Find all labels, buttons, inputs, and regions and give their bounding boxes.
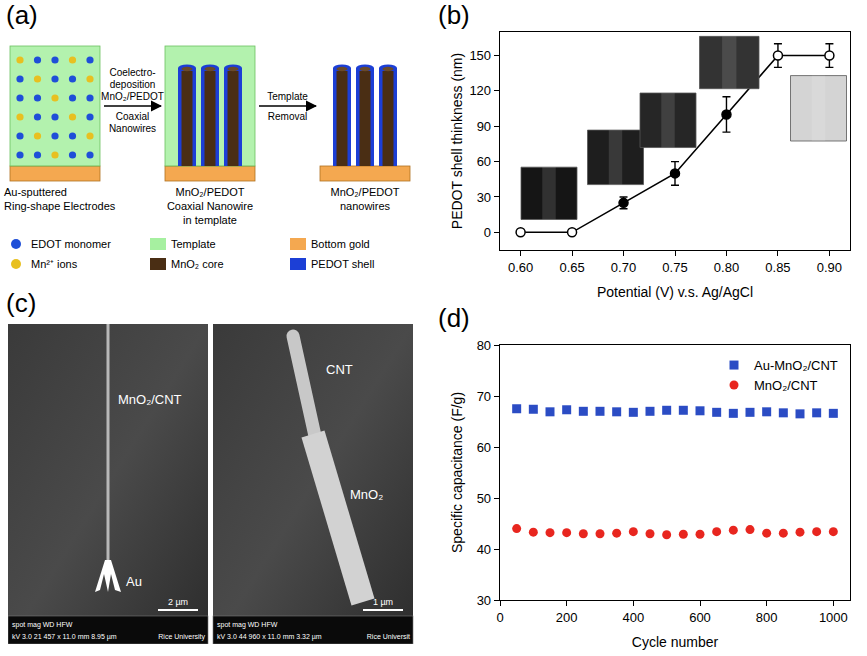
svg-text:kV 3.0 44 960 x 11.0 mm 3.3: kV 3.0 44 960 x 11.0 mm 3.32 µm <box>217 633 322 641</box>
svg-text:EDOT monomer: EDOT monomer <box>31 238 111 250</box>
svg-text:0.70: 0.70 <box>611 260 636 275</box>
svg-text:Removal: Removal <box>268 111 307 122</box>
svg-text:MnO₂/CNT: MnO₂/CNT <box>754 378 818 393</box>
svg-text:Coaxial Nanowire: Coaxial Nanowire <box>167 200 253 212</box>
svg-text:1 µm: 1 µm <box>373 597 393 607</box>
svg-text:0: 0 <box>484 225 491 240</box>
svg-text:120: 120 <box>469 83 491 98</box>
svg-text:kV 3.0 21 457 x 11.0 mm 8.9: kV 3.0 21 457 x 11.0 mm 8.95 µm <box>12 633 117 641</box>
svg-text:Bottom gold: Bottom gold <box>311 238 370 250</box>
svg-text:Cycle number: Cycle number <box>632 634 719 650</box>
svg-text:MnO₂/CNT: MnO₂/CNT <box>118 392 182 407</box>
svg-text:0.75: 0.75 <box>662 260 687 275</box>
svg-text:30: 30 <box>477 593 491 608</box>
svg-text:40: 40 <box>477 542 491 557</box>
svg-text:60: 60 <box>477 440 491 455</box>
svg-text:Mn²⁺ ions: Mn²⁺ ions <box>31 258 78 270</box>
html-text:(c): (c) <box>6 288 37 318</box>
svg-text:Nanowires: Nanowires <box>109 123 156 134</box>
svg-text:400: 400 <box>622 610 644 625</box>
svg-text:0.80: 0.80 <box>714 260 739 275</box>
svg-text:MnO₂: MnO₂ <box>350 487 383 502</box>
svg-text:Coaxial: Coaxial <box>116 111 149 122</box>
svg-text:spot mag WD HFW: spot mag WD HFW <box>217 621 278 629</box>
svg-text:50: 50 <box>477 491 491 506</box>
html-text:(a): (a) <box>6 0 38 30</box>
svg-text:80: 80 <box>477 338 491 353</box>
svg-text:spot mag WD HFW: spot mag WD HFW <box>12 621 73 629</box>
svg-text:PEDOT shell thinkness (nm): PEDOT shell thinkness (nm) <box>449 53 465 229</box>
svg-text:MnO₂ core: MnO₂ core <box>171 258 224 270</box>
svg-text:600: 600 <box>689 610 711 625</box>
svg-text:0.65: 0.65 <box>559 260 584 275</box>
svg-text:PEDOT shell: PEDOT shell <box>311 258 374 270</box>
svg-text:Potential (V) v.s. Ag/AgCl: Potential (V) v.s. Ag/AgCl <box>597 284 753 300</box>
svg-text:0.90: 0.90 <box>817 260 842 275</box>
svg-text:Rice Universit: Rice Universit <box>367 633 410 640</box>
html-text:(b): (b) <box>438 0 470 30</box>
svg-text:800: 800 <box>756 610 778 625</box>
svg-text:60: 60 <box>477 154 491 169</box>
svg-text:Au: Au <box>126 574 142 589</box>
svg-text:70: 70 <box>477 389 491 404</box>
svg-text:0: 0 <box>496 610 503 625</box>
svg-text:Au-sputtered: Au-sputtered <box>4 186 67 198</box>
svg-text:MnO₂/PEDOT: MnO₂/PEDOT <box>101 91 164 102</box>
html-text:(d): (d) <box>438 303 470 333</box>
svg-text:150: 150 <box>469 48 491 63</box>
svg-text:1000: 1000 <box>819 610 848 625</box>
svg-text:2 µm: 2 µm <box>168 597 188 607</box>
svg-text:MnO₂/PEDOT: MnO₂/PEDOT <box>330 186 399 198</box>
svg-text:Coelectro-: Coelectro- <box>109 67 155 78</box>
svg-text:90: 90 <box>477 119 491 134</box>
svg-text:30: 30 <box>477 190 491 205</box>
svg-text:200: 200 <box>556 610 578 625</box>
svg-text:Rice University: Rice University <box>158 633 205 641</box>
svg-text:Template: Template <box>267 91 308 102</box>
svg-text:CNT: CNT <box>326 362 353 377</box>
svg-text:deposition: deposition <box>110 79 156 90</box>
svg-text:Au-MnO₂/CNT: Au-MnO₂/CNT <box>754 358 838 373</box>
svg-text:0.60: 0.60 <box>508 260 533 275</box>
svg-text:Ring-shape Electrodes: Ring-shape Electrodes <box>4 200 116 212</box>
svg-text:nanowires: nanowires <box>340 200 391 212</box>
svg-text:MnO₂/PEDOT: MnO₂/PEDOT <box>175 186 244 198</box>
svg-text:Specific capacitance (F/g): Specific capacitance (F/g) <box>449 392 465 553</box>
svg-text:0.85: 0.85 <box>765 260 790 275</box>
svg-text:Template: Template <box>171 238 216 250</box>
svg-text:in template: in template <box>183 214 237 226</box>
